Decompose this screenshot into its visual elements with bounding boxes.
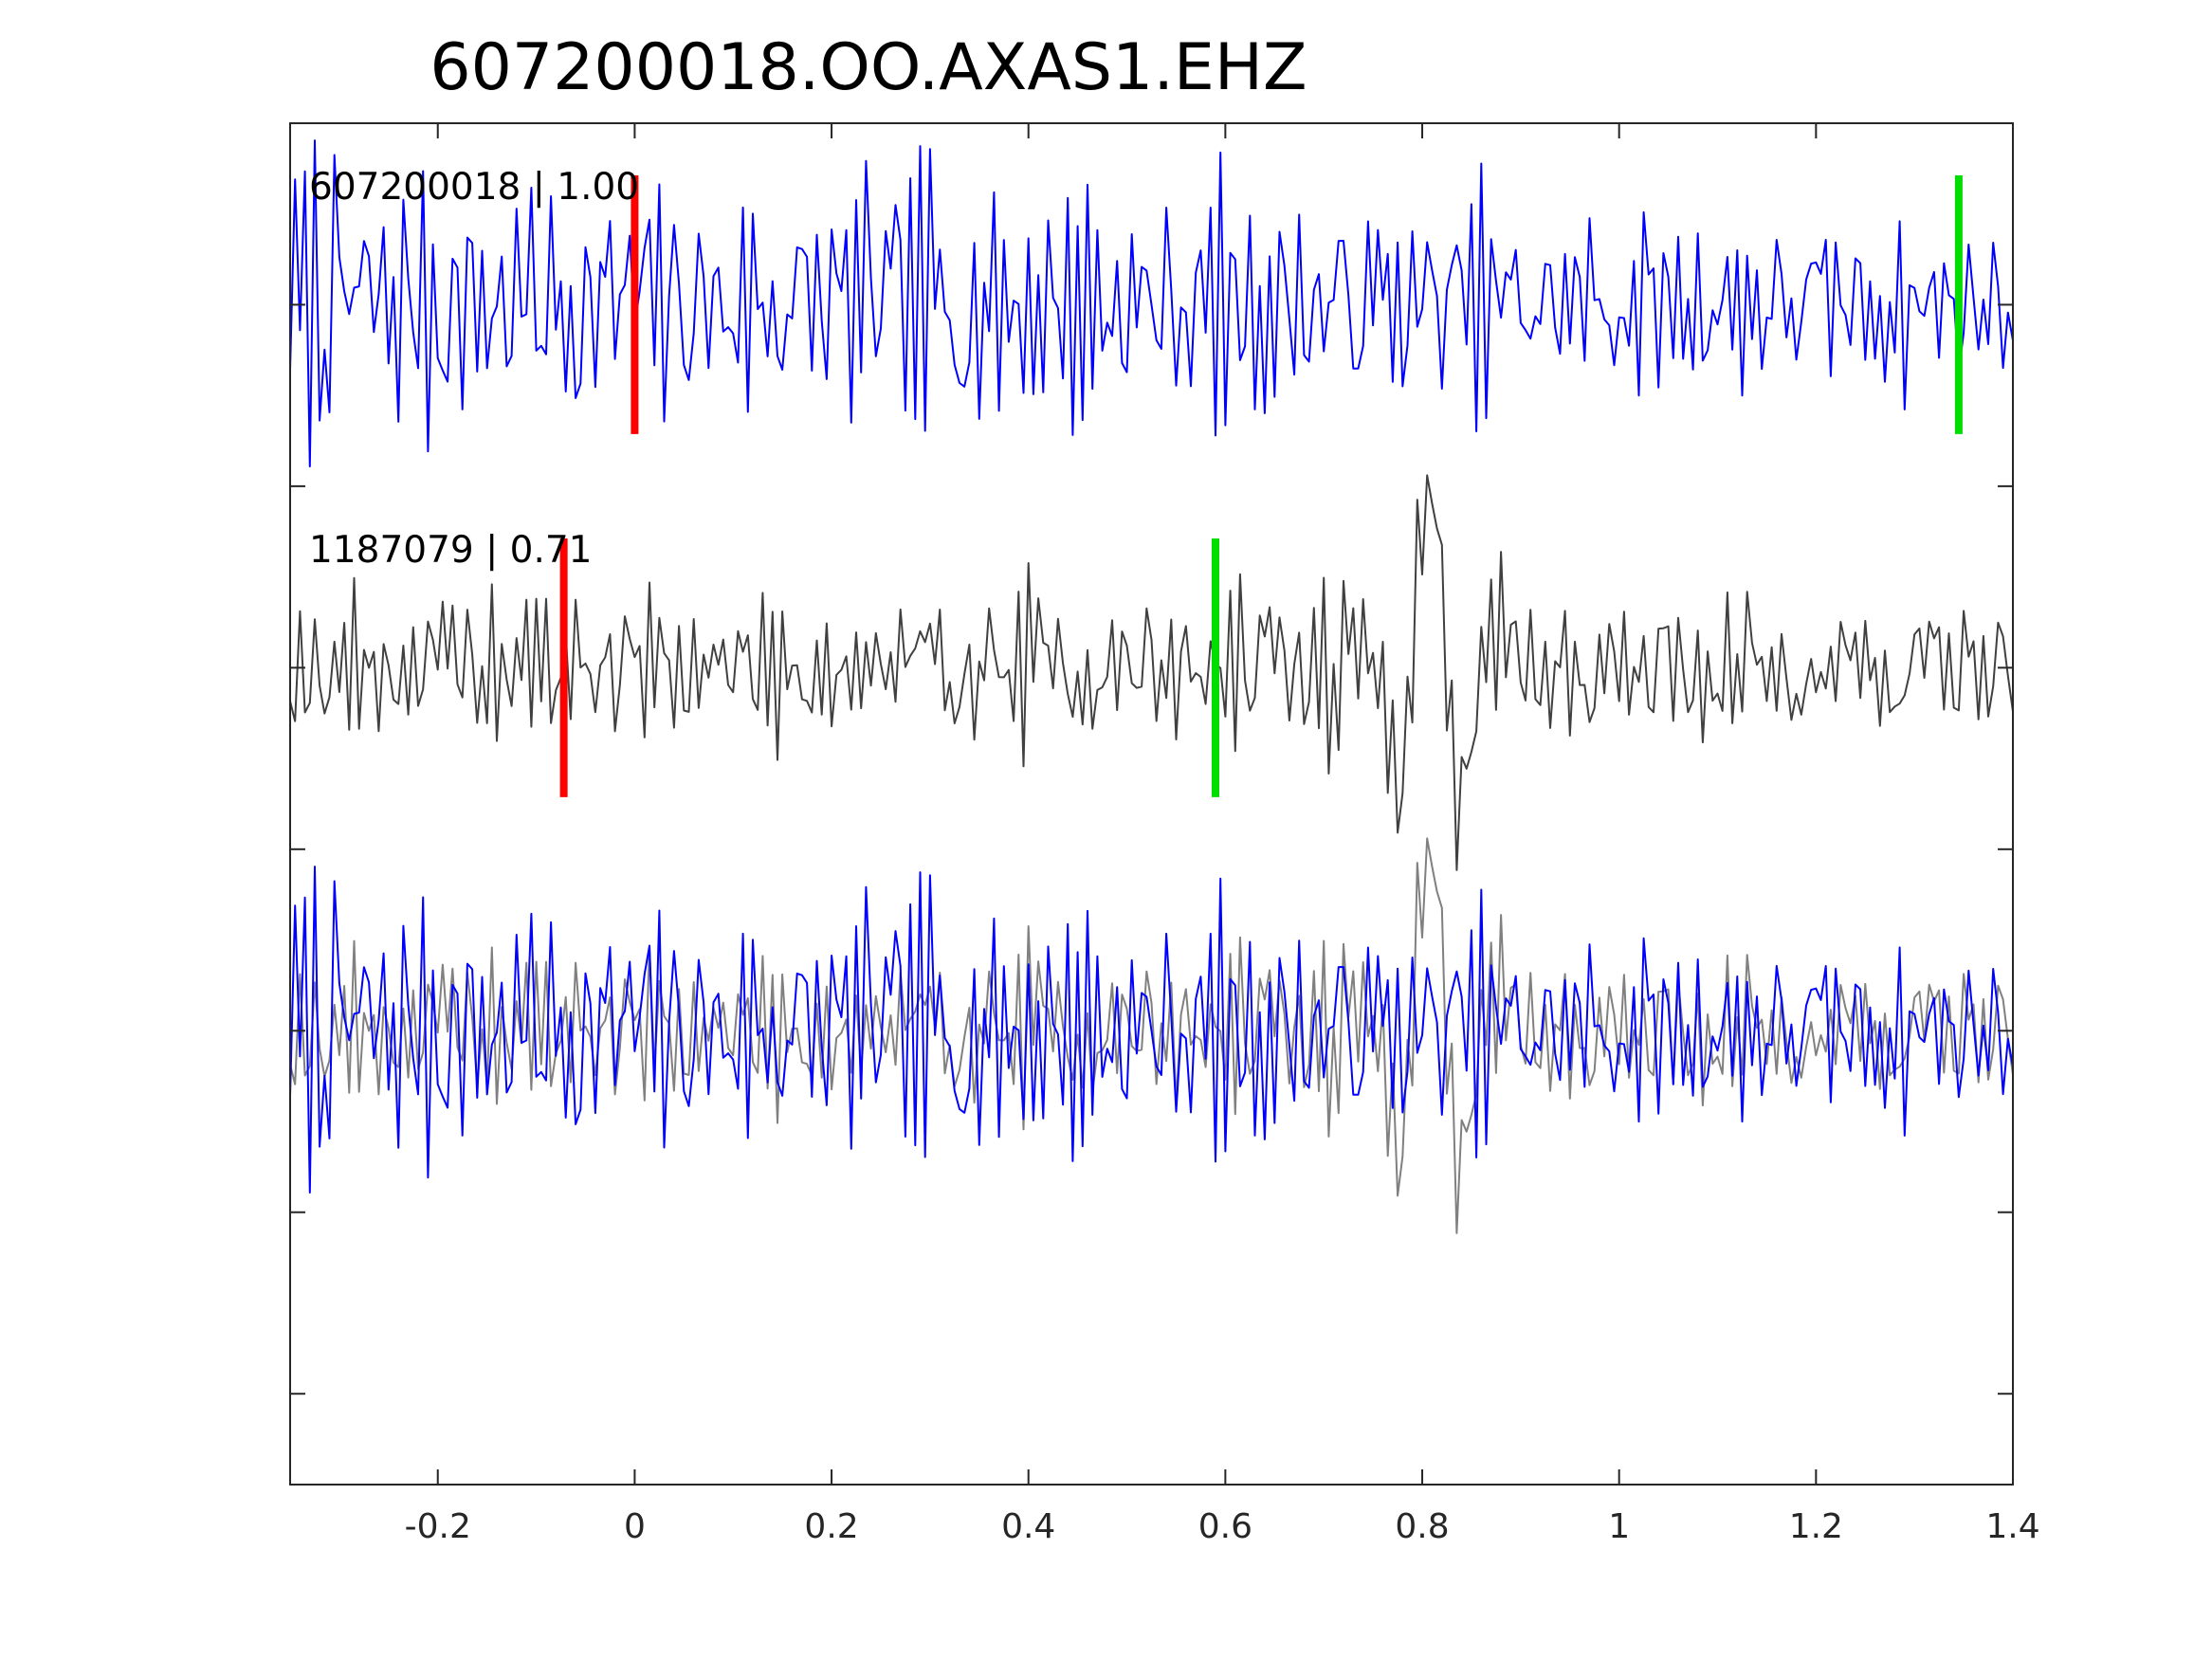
trace-label-607200018: 607200018 | 1.00	[309, 166, 639, 209]
chart-title: 607200018.OO.AXAS1.EHZ	[430, 30, 1307, 105]
trace-1187079	[289, 474, 2014, 871]
trace-labels: 607200018 | 1.00 1187079 | 0.71	[309, 166, 639, 572]
picks-layer	[559, 174, 1963, 797]
x-tick-label: 0.6	[1198, 1507, 1252, 1546]
axis-ticks: -0.2 0 0.2 0.4 0.6 0.8 1 1.2 1.4	[290, 123, 2040, 1546]
x-tick-label: 1	[1608, 1507, 1630, 1546]
x-tick-label: 0	[624, 1507, 646, 1546]
traces-layer	[289, 139, 2014, 1234]
overlay-trace-607200018	[289, 866, 2014, 1194]
x-tick-label: 1.2	[1789, 1507, 1843, 1546]
x-tick-label: 0.8	[1395, 1507, 1449, 1546]
x-tick-label: -0.2	[405, 1507, 471, 1546]
x-tick-label: 0.4	[1001, 1507, 1055, 1546]
trace-607200018	[289, 139, 2014, 467]
x-tick-label: 0.2	[804, 1507, 858, 1546]
trace-label-1187079: 1187079 | 0.71	[309, 529, 592, 572]
plot-frame	[289, 122, 2014, 1486]
x-tick-label: 1.4	[1985, 1507, 2039, 1546]
